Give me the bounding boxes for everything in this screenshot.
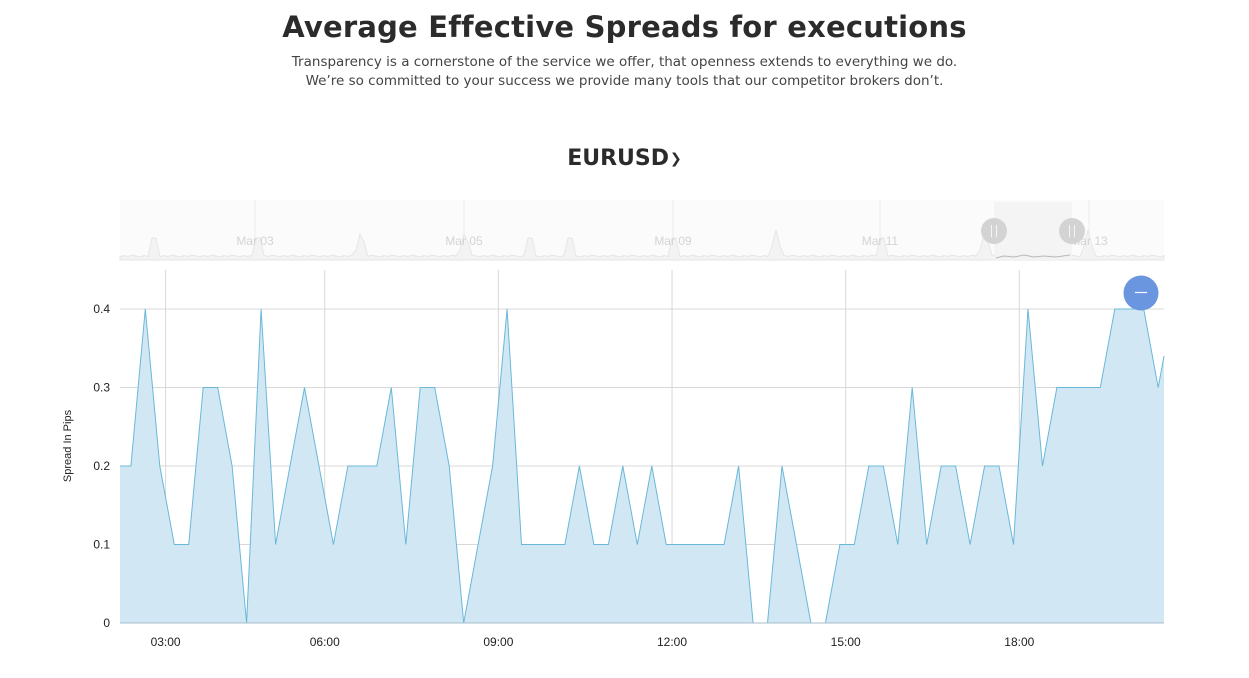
series-area: [120, 309, 1164, 623]
y-axis-title: Spread In Pips: [62, 409, 74, 482]
page-subtitle-line-2: We’re so committed to your success we pr…: [305, 73, 944, 89]
navigator-date-label: Mar 09: [654, 234, 692, 248]
chevron-down-icon[interactable]: ❯: [670, 151, 682, 167]
navigator[interactable]: Mar 03 Mar 05 Mar 09 Mar 11 Mar 13: [119, 200, 1165, 261]
x-tick-label: 06:00: [310, 635, 340, 649]
page-title: Average Effective Spreads for executions: [282, 10, 967, 44]
y-tick-label: 0.3: [93, 381, 110, 395]
navigator-handle-right[interactable]: [1059, 218, 1085, 244]
page-subtitle-line-1: Transparency is a cornerstone of the ser…: [291, 54, 958, 70]
y-tick-label: 0.4: [93, 302, 110, 316]
y-tick-label: 0: [103, 616, 110, 630]
navigator-date-label: Mar 03: [236, 234, 274, 248]
navigator-handle-left[interactable]: [981, 218, 1007, 244]
navigator-selection-series: [995, 254, 1071, 259]
zoom-out-button[interactable]: [1123, 275, 1159, 311]
x-tick-label: 15:00: [831, 635, 861, 649]
y-tick-label: 0.2: [93, 459, 110, 473]
pause-grip-icon: [991, 225, 997, 237]
x-tick-label: 12:00: [657, 635, 687, 649]
symbol-selector[interactable]: EURUSD❯: [0, 146, 1249, 171]
x-tick-label: 09:00: [483, 635, 513, 649]
x-tick-label: 18:00: [1004, 635, 1034, 649]
navigator-date-label: Mar 05: [445, 234, 483, 248]
symbol-selector-value[interactable]: EURUSD: [567, 146, 670, 171]
navigator-date-label: Mar 11: [862, 234, 899, 248]
series-line: [120, 308, 1165, 624]
y-tick-label: 0.1: [93, 538, 110, 552]
pause-grip-icon: [1069, 225, 1075, 237]
x-tick-label: 03:00: [151, 635, 181, 649]
